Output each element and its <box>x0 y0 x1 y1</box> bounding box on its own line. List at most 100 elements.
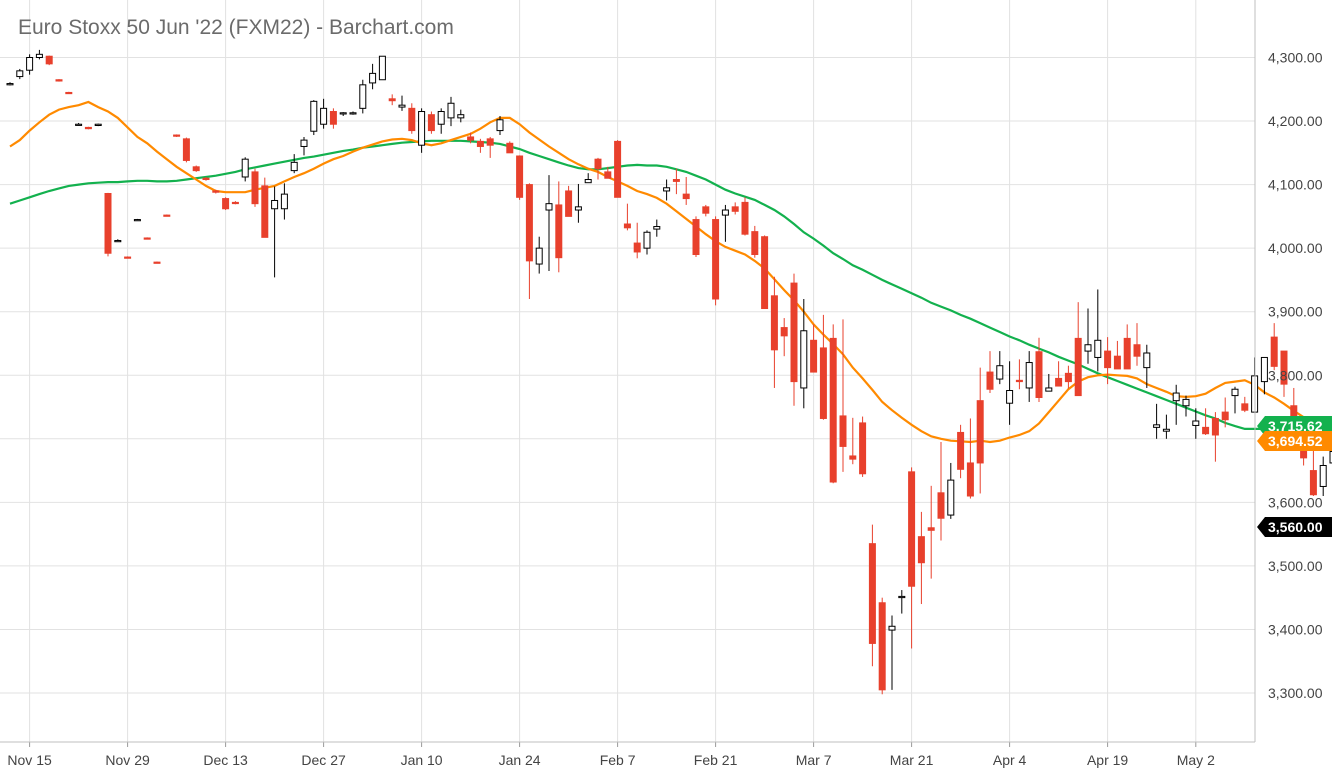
candle-body <box>555 204 563 259</box>
candle <box>516 155 524 200</box>
candle-body <box>800 330 808 389</box>
candle-body <box>173 134 181 137</box>
y-tick-label: 3,300.00 <box>1268 685 1323 701</box>
y-tick-label: 3,400.00 <box>1268 621 1323 637</box>
candle <box>976 367 984 494</box>
candle <box>320 98 328 129</box>
candle <box>398 95 406 111</box>
candle-body <box>486 138 494 146</box>
candle <box>614 140 622 198</box>
candle <box>212 189 220 194</box>
candle-body <box>1025 362 1033 389</box>
candle <box>202 176 210 181</box>
candle <box>467 132 475 144</box>
candle <box>966 418 974 499</box>
candle-body <box>545 203 553 211</box>
candle <box>182 137 190 163</box>
candle-body <box>1231 388 1239 397</box>
candle <box>1260 356 1268 395</box>
x-tick-label: Apr 19 <box>1087 752 1128 768</box>
candle <box>565 185 573 217</box>
candle-body <box>1211 417 1219 436</box>
candle-body <box>917 536 925 564</box>
candle-body <box>124 256 132 259</box>
candle <box>339 112 347 116</box>
candle <box>6 82 14 86</box>
candle <box>1074 302 1082 397</box>
candle-body <box>26 57 34 71</box>
candle-body <box>839 415 847 447</box>
y-tick-label: 4,000.00 <box>1268 240 1323 256</box>
candle-body <box>859 422 867 475</box>
candle-body <box>84 126 92 130</box>
candle-body <box>261 185 269 238</box>
candle <box>917 511 925 605</box>
candle <box>1162 414 1170 439</box>
x-tick-label: Mar 21 <box>890 752 934 768</box>
candle <box>1045 373 1053 392</box>
candle <box>1182 395 1190 417</box>
candle-body <box>1280 350 1288 385</box>
candle <box>1123 324 1131 370</box>
candle-body <box>1074 337 1082 397</box>
candle <box>104 192 112 257</box>
candle-body <box>780 327 788 337</box>
orange-ma-last-tag: 3,694.52 <box>1257 431 1332 451</box>
candle-body <box>1104 350 1112 369</box>
last-value-tags: 3,715.623,694.52 3,560.00 <box>1257 416 1332 537</box>
candle <box>672 168 680 195</box>
candle-body <box>45 55 53 65</box>
candle-body <box>6 83 14 86</box>
candle <box>731 202 739 215</box>
candle-body <box>614 140 622 198</box>
candle <box>378 55 386 81</box>
candle <box>1172 384 1180 425</box>
candle <box>1211 412 1219 462</box>
candle-body <box>94 123 102 126</box>
candle-body <box>849 455 857 460</box>
candle-body <box>1143 352 1151 369</box>
candle <box>1221 397 1229 428</box>
candle-body <box>672 179 680 182</box>
candle <box>486 136 494 158</box>
candle <box>663 179 671 201</box>
candle-body <box>300 139 308 147</box>
candle <box>898 590 906 614</box>
candle <box>65 91 73 95</box>
candle <box>986 351 994 394</box>
candle <box>594 157 602 180</box>
candle-body <box>427 114 435 132</box>
green-moving-average-line <box>9 139 1332 430</box>
candle <box>584 173 592 184</box>
y-tick-label: 4,300.00 <box>1268 50 1323 66</box>
candle <box>908 467 916 649</box>
candle-body <box>702 206 710 214</box>
candle <box>55 79 63 82</box>
candle-body <box>692 219 700 256</box>
candle <box>231 201 239 205</box>
candle-body <box>898 595 906 599</box>
y-tick-label: 3,800.00 <box>1268 367 1323 383</box>
candle-body <box>369 72 377 84</box>
candle <box>476 138 484 153</box>
candle-body <box>408 107 416 132</box>
candle <box>124 256 132 259</box>
candle <box>1025 351 1033 402</box>
candle <box>819 314 827 420</box>
candle <box>1104 337 1112 385</box>
candle <box>457 109 465 123</box>
candle <box>957 424 965 479</box>
candle <box>222 197 230 211</box>
candle-body <box>516 155 524 198</box>
y-tick-label: 3,500.00 <box>1268 558 1323 574</box>
candle <box>153 261 161 264</box>
candle-body <box>1153 424 1161 428</box>
candle-body <box>349 112 357 115</box>
candle-body <box>761 236 769 310</box>
y-tick-label: 3,900.00 <box>1268 304 1323 320</box>
candle <box>359 79 367 114</box>
candle-body <box>496 119 504 132</box>
candle <box>751 225 759 258</box>
candle-body <box>1319 464 1327 487</box>
candle <box>800 298 808 409</box>
